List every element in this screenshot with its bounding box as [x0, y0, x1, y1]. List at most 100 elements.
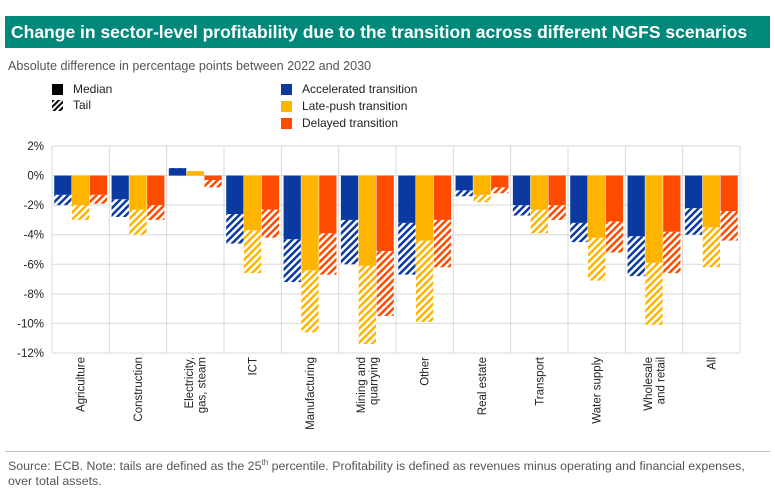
y-tick-label: -6%	[24, 259, 44, 271]
x-tick-label: Wholesale and retail	[643, 357, 668, 411]
legend-late-push: Late-push transition	[281, 99, 407, 113]
median-bar	[72, 175, 90, 206]
tail-bar	[319, 233, 337, 275]
tail-bar	[702, 227, 720, 268]
median-bar	[570, 175, 588, 223]
median-bar	[244, 175, 262, 231]
tail-bar	[340, 219, 359, 265]
x-tick-label-line: gas, steam	[197, 357, 209, 413]
tail-bar	[491, 187, 509, 194]
footnote-text-2: percentile. Profitability is defined as …	[8, 459, 745, 489]
late-push-swatch-icon	[281, 100, 292, 112]
tail-bar	[663, 231, 681, 274]
x-tick-label: Mining and quarrying	[356, 357, 381, 413]
tail-bar	[645, 262, 663, 325]
tail-swatch-icon	[52, 99, 63, 111]
tail-bar	[684, 208, 703, 235]
chart-subtitle: Absolute difference in percentage points…	[8, 59, 372, 73]
tail-bar	[433, 219, 452, 268]
tail-bar	[588, 237, 606, 281]
median-bar	[548, 175, 566, 206]
footnote: Source: ECB. Note: tails are defined as …	[8, 455, 770, 489]
median-bar	[720, 175, 738, 212]
median-bar	[301, 175, 319, 271]
median-bar	[455, 175, 473, 191]
tail-bar	[720, 211, 738, 241]
legend-late-push-label: Late-push transition	[302, 99, 408, 113]
legend-tail-label: Tail	[73, 98, 92, 112]
median-bar	[627, 175, 645, 237]
median-bar	[512, 175, 531, 206]
median-bar	[684, 175, 703, 209]
median-bar	[283, 175, 301, 240]
tail-bar	[605, 221, 624, 253]
tail-bar	[627, 236, 645, 277]
x-tick-label: Transport	[534, 356, 546, 406]
tail-bar	[512, 205, 531, 216]
tail-bar	[473, 194, 491, 203]
x-tick-label-line: quarrying	[369, 357, 381, 405]
y-tick-label: -10%	[17, 318, 44, 330]
footnote-sup: th	[261, 458, 269, 467]
median-bar	[663, 175, 681, 232]
x-tick-label-line: Other	[420, 357, 432, 386]
median-bar	[433, 175, 452, 220]
median-bar	[376, 175, 394, 251]
x-tick-label: Electricity, gas, steam	[184, 357, 209, 413]
tail-bar	[398, 222, 416, 275]
median-bar	[702, 175, 720, 228]
tail-bar	[129, 209, 147, 235]
tail-bar	[72, 205, 90, 220]
legend-median: Median	[52, 82, 112, 96]
median-bar	[319, 175, 337, 234]
median-bar	[645, 175, 663, 263]
legend-median-label: Median	[73, 82, 113, 96]
x-tick-label-line: Manufacturing	[305, 357, 317, 430]
median-bar	[473, 175, 491, 195]
tail-bar	[283, 239, 301, 283]
x-tick-label-line: Wholesale	[643, 357, 655, 411]
median-bar	[168, 168, 187, 176]
median-bar	[398, 175, 416, 223]
median-bar	[129, 175, 147, 210]
axes: 2% 0% -2% -4% -6% -8% -10% -12% Agriculture Const…	[17, 141, 718, 430]
tail-bar	[455, 190, 473, 197]
x-tick-label-line: Electricity,	[184, 357, 196, 409]
y-tick-label: -2%	[24, 200, 44, 212]
chart-title: Change in sector-level profitability due…	[5, 16, 770, 48]
median-bar	[605, 175, 624, 222]
x-tick-label-line: Agriculture	[76, 357, 88, 412]
tail-bar	[570, 222, 588, 243]
grid-lines	[51, 145, 741, 354]
x-tick-label: Real estate	[477, 357, 489, 415]
tail-bar	[244, 230, 262, 274]
accelerated-swatch-icon	[281, 83, 292, 95]
median-bar	[54, 175, 72, 195]
tail-bar	[147, 205, 165, 220]
tail-bar	[89, 194, 108, 204]
footnote-text-1: Source: ECB. Note: tails are defined as …	[8, 459, 262, 474]
x-tick-label-line: Construction	[133, 357, 145, 422]
tail-bar	[261, 209, 280, 238]
median-bar	[147, 175, 165, 206]
median-bar	[204, 175, 222, 181]
x-tick-label: Water supply	[592, 357, 604, 424]
tail-bar	[301, 270, 319, 333]
tail-bar	[416, 240, 434, 322]
x-tick-label-line: Mining and	[356, 357, 368, 413]
median-bar	[530, 175, 548, 210]
tail-bar	[358, 265, 376, 345]
median-bar	[491, 175, 509, 188]
legend-accelerated: Accelerated transition	[281, 82, 417, 96]
delayed-swatch-icon	[281, 117, 292, 129]
median-bar	[416, 175, 434, 241]
y-tick-label: -8%	[24, 289, 44, 301]
y-tick-label: -12%	[17, 348, 44, 360]
x-tick-label-line: Real estate	[477, 357, 489, 415]
x-tick-label-line: All	[706, 357, 718, 370]
bars	[54, 168, 738, 345]
median-bar	[588, 175, 606, 238]
footer-divider	[5, 451, 770, 452]
legend-tail: Tail	[52, 98, 91, 112]
